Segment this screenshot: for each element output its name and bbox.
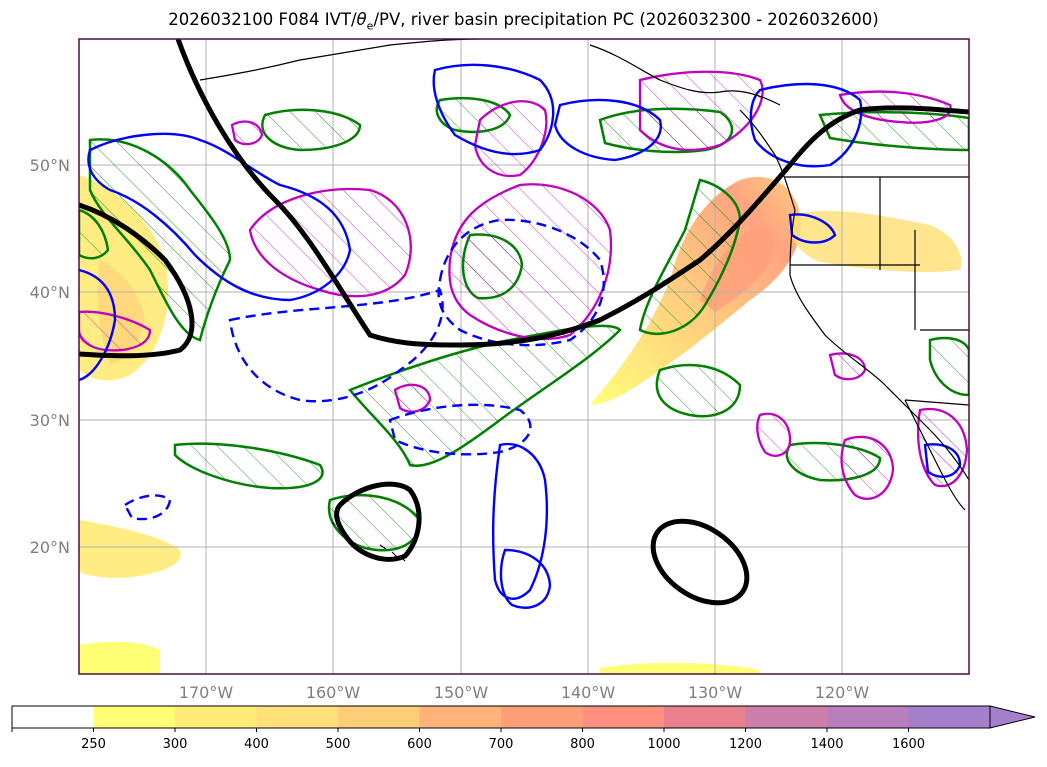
colorbar-label: 1200 — [729, 737, 762, 752]
colorbar-label: 250 — [81, 737, 106, 752]
ivt-southwest — [79, 520, 181, 578]
title-prefix: 2026032100 F084 IVT/ — [168, 10, 357, 29]
blue-dashed-southwest — [123, 494, 172, 521]
ivt-south-strip — [79, 641, 160, 674]
colorbar-extend-arrow — [989, 705, 1036, 729]
latitude-labels: 50°N 40°N 30°N 20°N — [30, 156, 70, 557]
colorbar-segment — [256, 706, 339, 728]
lat-label-20: 20°N — [30, 538, 70, 557]
coastline-bc — [739, 109, 796, 211]
hawaii-islands — [331, 521, 406, 562]
pv-contour-small-loop — [334, 481, 422, 562]
green-region-south-mid — [327, 494, 422, 552]
green-region-west — [88, 138, 232, 342]
blue-dashed-central — [437, 218, 605, 347]
magenta-region-southeast-a — [840, 435, 895, 500]
lon-label-140w: 140°W — [561, 683, 616, 702]
green-region-north-central — [261, 108, 362, 152]
border-us-mexico — [904, 399, 969, 406]
border-states — [790, 177, 969, 331]
pv-contour-ellipse-south — [650, 518, 750, 606]
lat-label-40: 40°N — [30, 283, 70, 302]
blue-contour-north-2 — [553, 98, 662, 162]
lon-label-170w: 170°W — [179, 683, 234, 702]
blue-contour-west-edge — [79, 268, 117, 382]
lon-label-130w: 130°W — [688, 683, 743, 702]
lon-label-160w: 160°W — [306, 683, 361, 702]
longitude-labels: 170°W 160°W 150°W 140°W 130°W 120°W — [179, 683, 870, 702]
lat-label-30: 30°N — [30, 411, 70, 430]
map-panel — [79, 39, 969, 674]
title-theta: θ — [356, 10, 367, 29]
colorbar-segment — [93, 706, 176, 728]
magenta-region-small-1 — [756, 412, 792, 457]
lon-label-120w: 120°W — [815, 683, 870, 702]
blue-contour-mid-south — [491, 442, 549, 600]
coastline-alaska — [199, 39, 781, 106]
magenta-region-small-4 — [230, 120, 264, 146]
lon-label-150w: 150°W — [434, 683, 489, 702]
green-region-west-tail — [79, 208, 110, 260]
colorbar-label: 600 — [407, 737, 432, 752]
colorbar-label: 700 — [489, 737, 514, 752]
coastline-baja — [904, 399, 966, 511]
coastlines — [199, 39, 969, 562]
blue-contour-north — [432, 63, 555, 156]
colorbar-segment — [745, 706, 828, 728]
green-region-south — [173, 442, 324, 490]
pv-contours — [79, 39, 969, 606]
blue-contour-northeast — [749, 82, 863, 168]
green-region-southeast — [655, 363, 742, 418]
title-suffix: /PV, river basin precipitation PC (20260… — [373, 10, 879, 29]
blue-contour-mid-south-tail — [499, 548, 552, 609]
title-theta-sub: e — [366, 19, 374, 33]
colorbar-segment — [664, 706, 746, 728]
colorbar-segment — [338, 706, 420, 728]
colorbar: 250 300 400 500 600 700 800 1000 1200 1400 1600 — [11, 705, 1036, 752]
colorbar-label: 1600 — [892, 737, 925, 752]
colorbar-segment — [175, 706, 257, 728]
colorbar-label: 1400 — [810, 737, 843, 752]
magenta-region-small-2 — [393, 383, 432, 413]
magenta-hatched-contours — [79, 70, 969, 500]
coastline-west-us — [789, 209, 969, 481]
map-title: 2026032100 F084 IVT/θe/PV, river basin p… — [0, 10, 1047, 32]
colorbar-label: 300 — [163, 737, 188, 752]
ivt-south-strip-2 — [600, 662, 760, 674]
pv-contour-main — [175, 39, 969, 348]
blue-contour-east — [788, 213, 837, 244]
ivt-land-east — [789, 210, 962, 273]
colorbar-label: 800 — [570, 737, 595, 752]
lat-label-50: 50°N — [30, 156, 70, 175]
colorbar-segment — [827, 706, 909, 728]
colorbar-segment — [12, 706, 94, 728]
colorbar-label: 1000 — [647, 737, 680, 752]
colorbar-segment — [908, 706, 991, 728]
pv-contour-west — [79, 202, 195, 359]
colorbar-segment — [582, 706, 665, 728]
magenta-region-southeast-b — [917, 407, 969, 488]
colorbar-label: 400 — [244, 737, 269, 752]
blue-contours — [79, 63, 962, 609]
magenta-region-west-edge — [79, 310, 152, 352]
colorbar-segment — [501, 706, 583, 728]
green-region-far-east — [928, 336, 969, 397]
ivt-plume-core — [700, 228, 774, 312]
colorbar-segment — [419, 706, 502, 728]
colorbar-label: 500 — [326, 737, 351, 752]
green-band-diagonal — [347, 324, 622, 468]
map-frame — [78, 38, 970, 675]
blue-dashed-south — [388, 403, 532, 456]
